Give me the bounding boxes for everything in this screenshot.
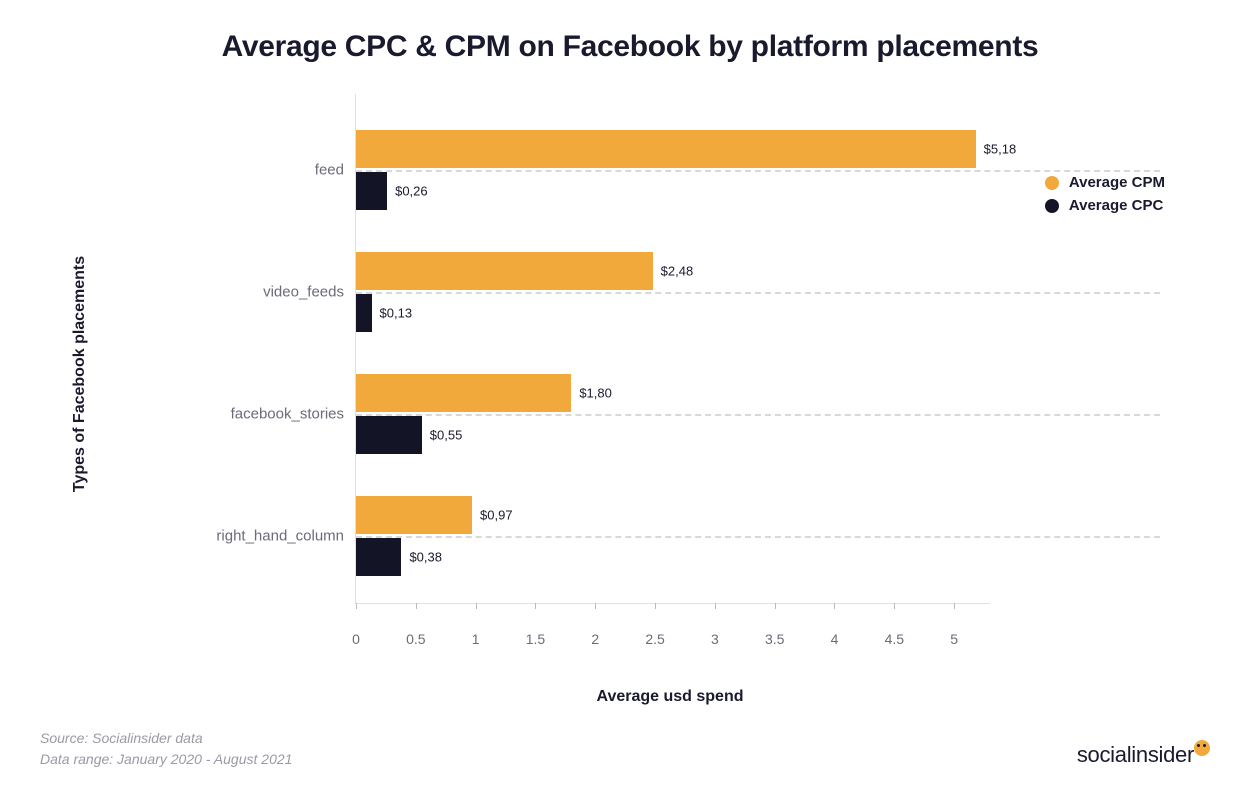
bar-cpc: $0,26 xyxy=(356,172,387,210)
category-row: facebook_stories$1,80$0,55 xyxy=(356,374,990,454)
bar-cpc: $0,38 xyxy=(356,538,401,576)
x-tick-mark xyxy=(356,603,357,609)
bar-cpc: $0,13 xyxy=(356,294,372,332)
footer-source: Source: Socialinsider data xyxy=(40,728,292,749)
legend-label-cpm: Average CPM xyxy=(1069,174,1165,191)
brand-logo: socialinsider xyxy=(1077,740,1210,770)
x-tick: 3 xyxy=(711,631,719,647)
gridline xyxy=(356,536,1160,538)
brand-icon xyxy=(1194,740,1210,756)
gridline xyxy=(356,292,1160,294)
footer-range: Data range: January 2020 - August 2021 xyxy=(40,749,292,770)
x-tick-mark xyxy=(476,603,477,609)
x-tick-mark xyxy=(775,603,776,609)
legend-item-cpc: Average CPC xyxy=(1045,197,1165,214)
chart-container: Types of Facebook placements 00.511.522.… xyxy=(180,94,1160,654)
x-tick: 0.5 xyxy=(406,631,425,647)
category-row: right_hand_column$0,97$0,38 xyxy=(356,496,990,576)
x-tick-mark xyxy=(655,603,656,609)
legend-item-cpm: Average CPM xyxy=(1045,174,1165,191)
x-tick-mark xyxy=(954,603,955,609)
x-tick-mark xyxy=(535,603,536,609)
x-tick: 2.5 xyxy=(645,631,664,647)
legend-dot-cpm xyxy=(1045,176,1059,190)
bar-label: $0,38 xyxy=(409,549,442,564)
bar-cpm: $1,80 xyxy=(356,374,571,412)
legend: Average CPM Average CPC xyxy=(1045,174,1165,220)
bar-label: $0,13 xyxy=(380,305,413,320)
bar-cpm: $5,18 xyxy=(356,130,976,168)
bar-cpc: $0,55 xyxy=(356,416,422,454)
bar-label: $2,48 xyxy=(661,263,694,278)
brand-text: socialinsider xyxy=(1077,742,1194,768)
x-tick-mark xyxy=(834,603,835,609)
y-axis-label: Types of Facebook placements xyxy=(71,256,89,492)
x-tick: 1.5 xyxy=(526,631,545,647)
x-tick-mark xyxy=(894,603,895,609)
footer: Source: Socialinsider data Data range: J… xyxy=(40,728,292,770)
x-tick-mark xyxy=(416,603,417,609)
category-label: feed xyxy=(315,161,344,178)
category-label: right_hand_column xyxy=(216,527,344,544)
x-tick: 0 xyxy=(352,631,360,647)
x-axis-label: Average usd spend xyxy=(596,688,743,706)
bar-label: $0,97 xyxy=(480,507,513,522)
x-tick: 5 xyxy=(950,631,958,647)
bar-cpm: $2,48 xyxy=(356,252,653,290)
category-label: facebook_stories xyxy=(231,405,344,422)
bar-label: $5,18 xyxy=(984,141,1017,156)
x-tick-mark xyxy=(715,603,716,609)
chart-title: Average CPC & CPM on Facebook by platfor… xyxy=(40,30,1220,64)
x-tick: 4 xyxy=(831,631,839,647)
gridline xyxy=(356,170,1160,172)
x-tick: 2 xyxy=(591,631,599,647)
category-row: feed$5,18$0,26 xyxy=(356,130,990,210)
category-row: video_feeds$2,48$0,13 xyxy=(356,252,990,332)
bar-cpm: $0,97 xyxy=(356,496,472,534)
category-label: video_feeds xyxy=(263,283,344,300)
legend-label-cpc: Average CPC xyxy=(1069,197,1163,214)
gridline xyxy=(356,414,1160,416)
bar-label: $1,80 xyxy=(579,385,612,400)
x-tick: 4.5 xyxy=(885,631,904,647)
x-tick: 3.5 xyxy=(765,631,784,647)
plot-area: 00.511.522.533.544.55 feed$5,18$0,26vide… xyxy=(355,94,990,604)
x-tick: 1 xyxy=(472,631,480,647)
x-tick-mark xyxy=(595,603,596,609)
bar-label: $0,55 xyxy=(430,427,463,442)
bar-label: $0,26 xyxy=(395,183,428,198)
legend-dot-cpc xyxy=(1045,199,1059,213)
